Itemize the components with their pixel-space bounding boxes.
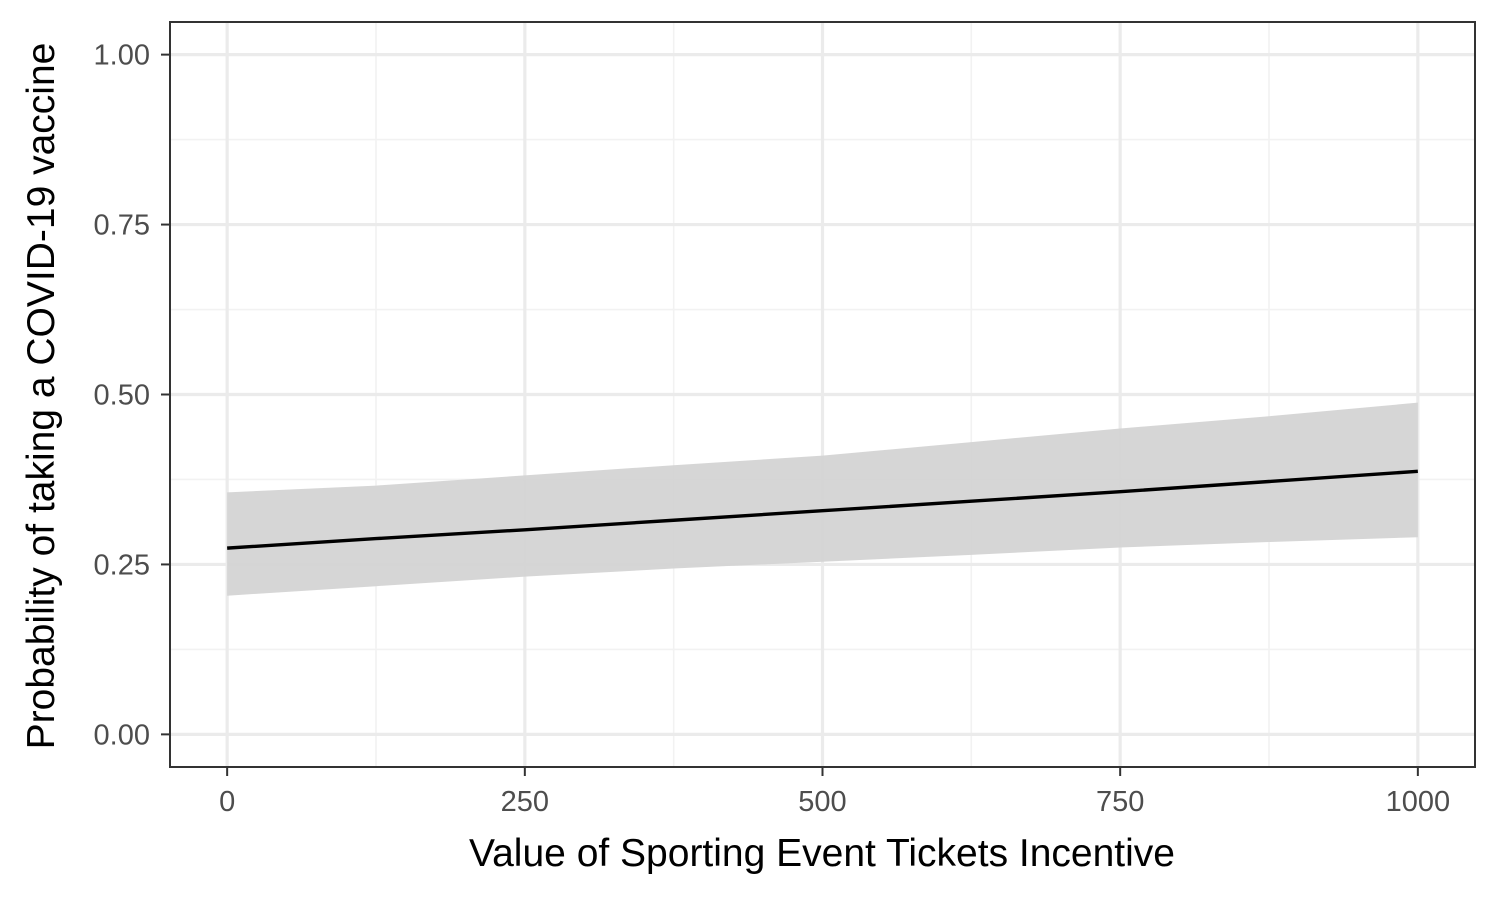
series-line-layer [227,469,1418,550]
axes: 0 250 500 750 1000 0.00 0.25 0.50 0.75 1.00 [94,21,1476,818]
y-tick-label: 1.00 [94,40,150,72]
x-tick-label: 250 [501,786,549,818]
series-line [227,469,1418,550]
y-tick-label: 0.00 [94,719,150,751]
confidence-band [227,402,1418,596]
y-tick-label: 0.75 [94,210,150,242]
y-axis-title: Probability of taking a COVID-19 vaccine [20,43,63,750]
x-tick-label: 1000 [1386,786,1451,818]
x-tick-label: 500 [798,786,846,818]
x-tick-label: 0 [219,786,235,818]
confidence-band-layer [227,402,1418,596]
x-axis-title: Value of Sporting Event Tickets Incentiv… [469,832,1175,875]
y-tick-label: 0.50 [94,380,150,412]
y-tick-label: 0.25 [94,549,150,581]
x-tick-label: 750 [1096,786,1144,818]
grid [170,22,1475,767]
